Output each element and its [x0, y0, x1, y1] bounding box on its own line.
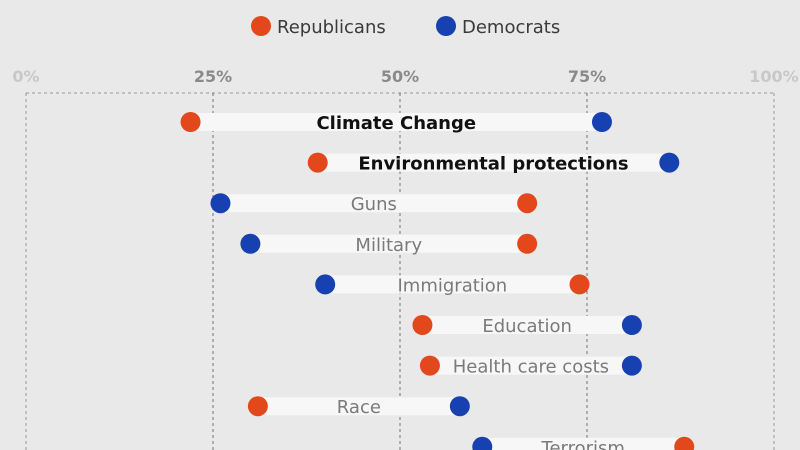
row-military: Military [240, 233, 538, 256]
label-education: Education [482, 316, 572, 337]
republicans-dot-guns [517, 193, 538, 214]
bar-climate-change [190, 113, 602, 131]
legend-democrats-dot [436, 16, 456, 36]
democrats-dot-race [449, 396, 470, 417]
democrats-dot-military [240, 233, 261, 254]
row-guns: Guns [210, 193, 538, 215]
row-climate-change: Climate Change [180, 112, 612, 134]
tick-label-25: 25% [194, 67, 232, 86]
republicans-dot-military [517, 233, 538, 254]
label-climate-change: Climate Change [316, 113, 476, 134]
row-environmental-protections: Environmental protections [307, 152, 680, 175]
bar-immigration [325, 275, 580, 294]
republicans-dot-environmental-protections [307, 152, 328, 173]
legend-democrats-label: Democrats [462, 17, 560, 38]
row-terrorism: Terrorism [472, 436, 695, 450]
legend-republicans-dot [251, 16, 271, 36]
bar-race [257, 397, 460, 416]
label-race: Race [337, 397, 381, 418]
label-immigration: Immigration [398, 275, 508, 296]
democrats-dot-terrorism [472, 436, 493, 450]
bar-environmental-protections [317, 153, 670, 172]
row-health-care-costs: Health care costs [419, 355, 642, 378]
republicans-dot-immigration [569, 274, 590, 295]
bar-guns [220, 194, 528, 213]
republicans-dot-race [247, 396, 268, 417]
bar-military [250, 234, 528, 253]
bar-education [422, 316, 632, 334]
republicans-dot-education [412, 315, 433, 335]
democrats-dot-health-care-costs [621, 355, 642, 376]
row-immigration: Immigration [315, 274, 590, 296]
tick-label-50: 50% [381, 67, 419, 86]
label-military: Military [355, 235, 422, 256]
legend-republicans-label: Republicans [277, 17, 386, 38]
dumbbell-rows: Climate Change Environmental protections G… [180, 112, 695, 450]
tick-label-75: 75% [568, 67, 606, 86]
republicans-dot-climate-change [180, 112, 201, 132]
x-axis: 0% 25% 50% 75% 100% [12, 67, 798, 86]
republicans-dot-health-care-costs [419, 355, 440, 376]
republicans-dot-terrorism [674, 436, 695, 450]
label-environmental-protections: Environmental protections [358, 154, 628, 175]
legend: Republicans Democrats [251, 16, 560, 38]
bar-health-care-costs [429, 356, 632, 375]
row-race: Race [247, 396, 470, 418]
label-health-care-costs: Health care costs [453, 357, 609, 378]
democrats-dot-environmental-protections [659, 152, 680, 173]
democrats-dot-guns [210, 193, 231, 214]
tick-label-0: 0% [12, 67, 39, 86]
label-terrorism: Terrorism [541, 438, 625, 450]
democrats-dot-immigration [315, 274, 336, 295]
label-guns: Guns [351, 194, 397, 215]
grid-lines [25, 92, 775, 450]
bar-terrorism [482, 437, 685, 450]
row-education: Education [412, 315, 642, 337]
tick-label-100: 100% [749, 67, 798, 86]
democrats-dot-climate-change [591, 112, 612, 132]
democrats-dot-education [621, 315, 642, 335]
